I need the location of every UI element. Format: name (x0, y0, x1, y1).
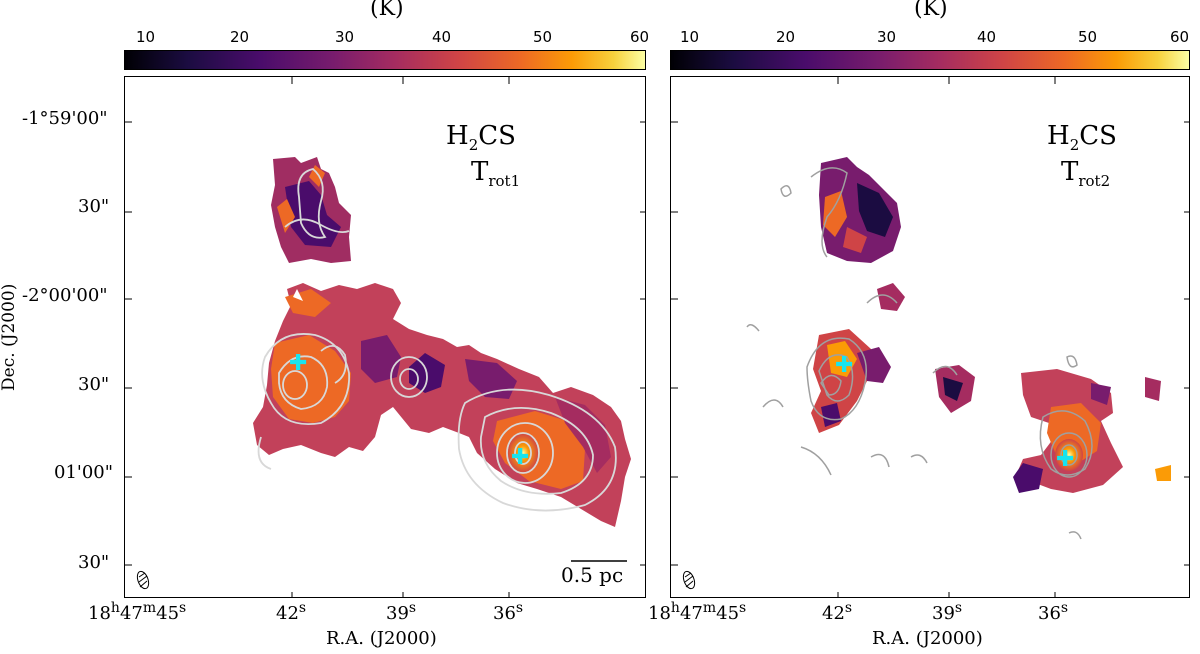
molecule-label: H2CS (1047, 121, 1117, 155)
x-tick-label: 39s (386, 600, 417, 624)
colorbar-tick: 20 (776, 28, 796, 46)
y-axis-title: Dec. (J2000) (0, 283, 19, 391)
temperature-map-left: ✚ ✚ (125, 77, 645, 597)
colorbar-tick: 20 (230, 28, 250, 46)
temperature-map-right: ✚ ✚ (671, 77, 1189, 597)
y-tick-label: -2°00'00" (22, 285, 108, 306)
scale-bar-label: 0.5 pc (561, 563, 624, 587)
colorbar-tick: 30 (877, 28, 897, 46)
colorbar-tick: 50 (1078, 28, 1098, 46)
x-tick-label: 36s (493, 600, 524, 624)
colorbar-tick: 40 (432, 28, 452, 46)
molecule-label: H2CS (446, 121, 516, 155)
beam-ellipse-icon (682, 570, 696, 590)
x-tick-label: 42s (276, 600, 307, 624)
colorbar-right (670, 50, 1190, 70)
map-panel-left: ✚ ✚ H2CS Trot1 0.5 pc (124, 76, 646, 598)
colorbar-tick: 10 (680, 28, 700, 46)
colorbar-tick: 10 (136, 28, 156, 46)
contours-right (746, 167, 1093, 540)
x-tick-label: 18h47m45s (88, 600, 187, 624)
beam-ellipse-icon (136, 570, 150, 590)
source-marker: ✚ (1056, 447, 1074, 472)
x-tick-label: 18h47m45s (648, 600, 747, 624)
y-tick-label: -1°59'00" (22, 108, 108, 129)
colorbar-tick: 30 (335, 28, 355, 46)
colorbar-tick: 50 (533, 28, 553, 46)
x-tick-label: 39s (932, 600, 963, 624)
temperature-label: Trot2 (1061, 157, 1111, 191)
x-axis-title: R.A. (J2000) (872, 628, 983, 649)
colorbar-tick: 60 (630, 28, 650, 46)
colorbar-tick: 60 (1170, 28, 1190, 46)
y-tick-label: 30" (78, 552, 110, 573)
map-panel-right: ✚ ✚ H2CS Trot2 (670, 76, 1190, 598)
x-tick-label: 36s (1038, 600, 1069, 624)
source-marker: ✚ (289, 351, 307, 376)
colorbar-unit-left: (K) (370, 0, 404, 21)
temperature-label: Trot1 (471, 157, 521, 191)
y-tick-label: 30" (78, 196, 110, 217)
y-tick-label: 30" (78, 374, 110, 395)
colorbar-left (124, 50, 646, 70)
x-tick-label: 42s (822, 600, 853, 624)
colorbar-unit-right: (K) (914, 0, 948, 21)
contours-left (257, 168, 617, 512)
x-axis-title: R.A. (J2000) (326, 628, 437, 649)
y-tick-label: 01'00" (54, 462, 114, 483)
colorbar-tick: 40 (977, 28, 997, 46)
source-marker: ✚ (511, 445, 529, 470)
source-marker: ✚ (835, 353, 853, 378)
